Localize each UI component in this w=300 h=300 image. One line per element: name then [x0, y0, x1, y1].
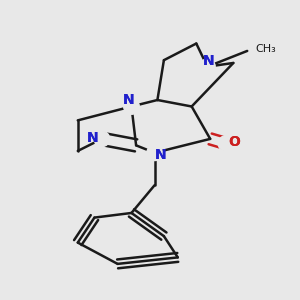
Circle shape	[94, 131, 110, 147]
Text: N: N	[86, 130, 98, 145]
Text: N: N	[203, 54, 214, 68]
Text: N: N	[154, 148, 166, 162]
Circle shape	[200, 59, 215, 74]
Circle shape	[218, 136, 234, 151]
Text: N: N	[203, 54, 214, 68]
Text: N: N	[86, 130, 98, 145]
Text: O: O	[228, 135, 240, 149]
Circle shape	[147, 145, 162, 161]
Text: O: O	[228, 135, 240, 149]
Circle shape	[124, 99, 139, 114]
Text: N: N	[154, 148, 166, 162]
Text: N: N	[123, 92, 134, 106]
Text: CH₃: CH₃	[256, 44, 276, 54]
Text: N: N	[123, 92, 134, 106]
